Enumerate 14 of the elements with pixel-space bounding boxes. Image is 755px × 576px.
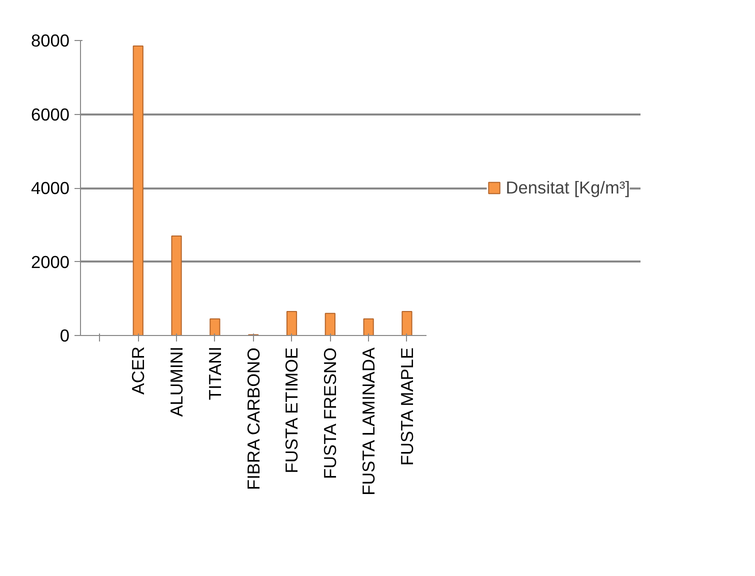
- x-tick-label: FUSTA ETIMOE: [282, 347, 302, 474]
- y-tick-label: 0: [60, 326, 70, 346]
- x-tick-label: ALUMINI: [166, 346, 187, 417]
- x-tick-label: ACER: [128, 346, 148, 395]
- y-tick-label: 8000: [30, 30, 70, 50]
- y-tick-label: 2000: [30, 252, 70, 272]
- x-tick-label: FUSTA MAPLE: [396, 347, 417, 466]
- x-tick-label: FUSTA FRESNO: [320, 347, 340, 480]
- y-tick-label: 6000: [30, 104, 70, 124]
- y-tick-label: 4000: [30, 178, 70, 198]
- x-tick-label: FUSTA LAMINADA: [358, 347, 379, 496]
- x-tick-label: FIBRA CARBONO: [243, 347, 264, 490]
- legend-label: Densitat [Kg/m³]: [506, 177, 630, 198]
- x-tick-label: TITANI: [204, 346, 225, 400]
